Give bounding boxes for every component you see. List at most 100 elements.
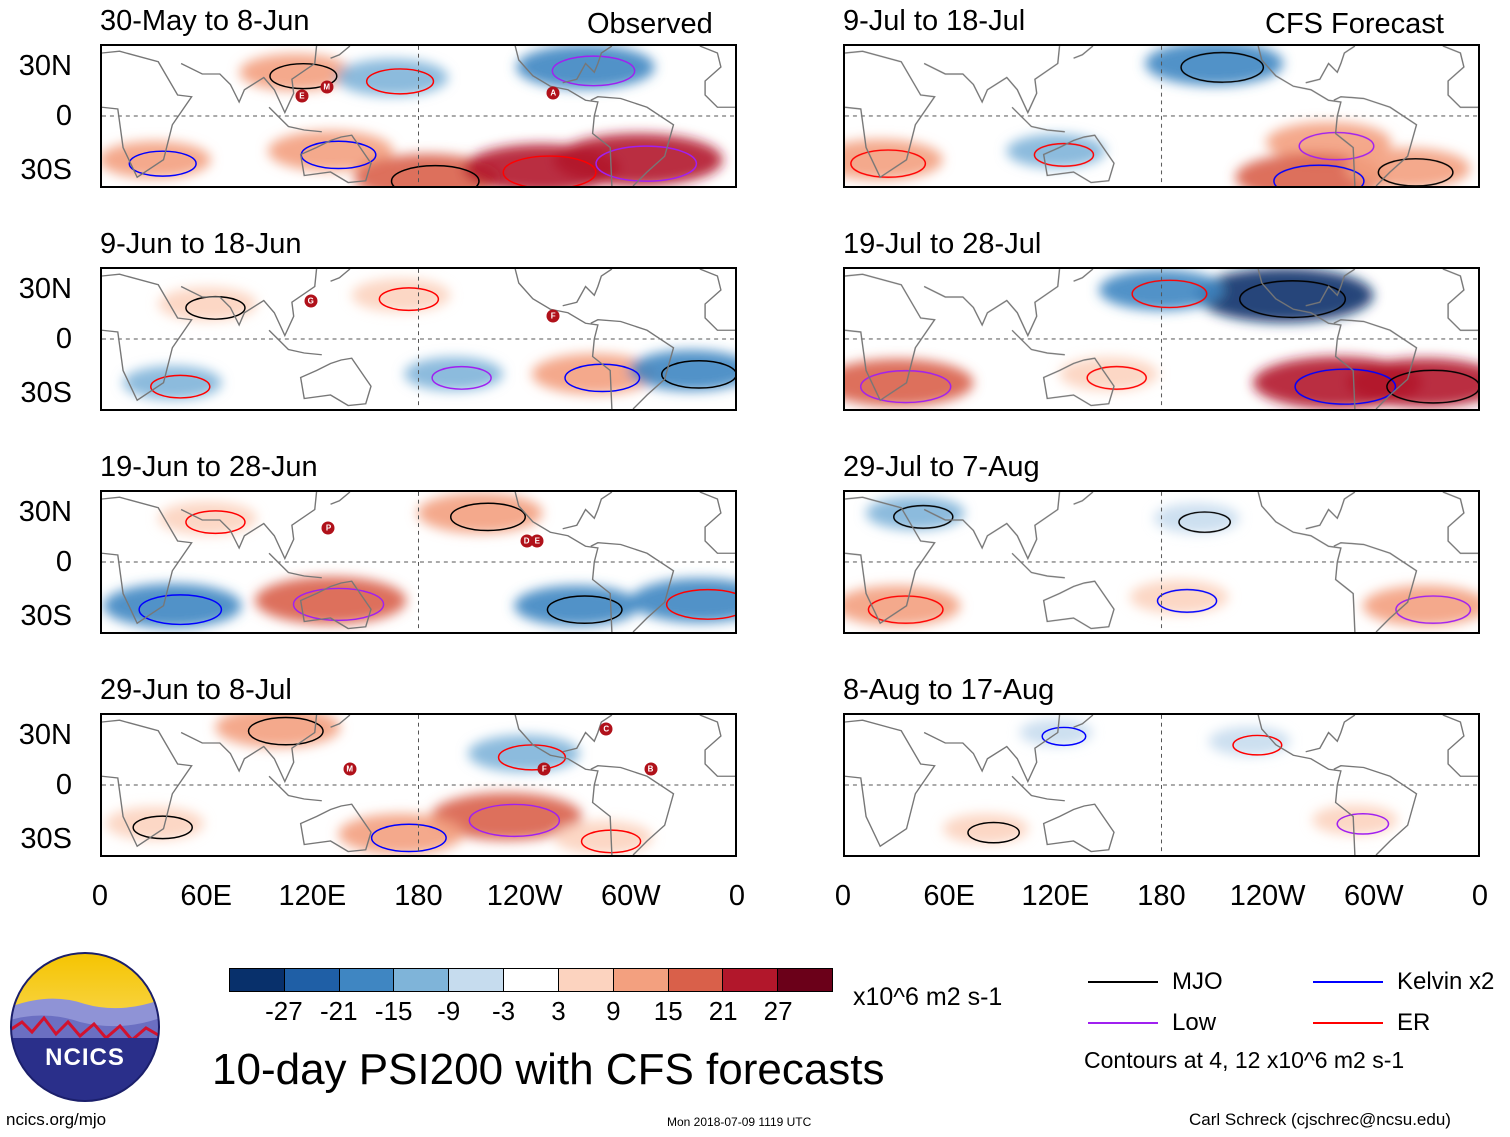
wave-contour xyxy=(390,164,480,186)
ncics-logo: NCICS xyxy=(10,952,160,1102)
lat-tick-label: 30S xyxy=(20,823,72,855)
tropical-cyclone-marker: M xyxy=(343,762,357,776)
anomaly-blob xyxy=(467,734,581,773)
anomaly-blob xyxy=(404,357,504,391)
map-svg xyxy=(845,715,1478,855)
colorbar-tick-label: 9 xyxy=(606,996,621,1026)
coastlines xyxy=(845,715,1478,855)
legend-low-line xyxy=(1088,1022,1158,1024)
lat-tick-label: 0 xyxy=(55,100,72,132)
wave-contour xyxy=(365,68,435,95)
wave-contour xyxy=(1131,279,1208,309)
lon-tick-label: 0 xyxy=(728,880,746,912)
legend-er: ER xyxy=(1313,1009,1430,1037)
tropical-cyclone-marker: F xyxy=(546,309,560,323)
wave-contour xyxy=(546,595,623,624)
map-svg xyxy=(102,492,735,632)
anomaly-blob xyxy=(845,139,943,181)
colorbar-swatch xyxy=(558,969,614,991)
colorbar-tick-label: -15 xyxy=(374,996,413,1026)
contour-note: Contours at 4, 12 x10^6 m2 s-1 xyxy=(1084,1047,1405,1073)
colorbar-swatch xyxy=(284,969,340,991)
colorbar-swatch xyxy=(778,969,832,991)
anomaly-field xyxy=(845,496,1478,627)
map-svg xyxy=(102,269,735,409)
colorbar-swatch xyxy=(504,969,559,991)
tropical-cyclone-marker: A xyxy=(546,86,560,100)
wave-contour xyxy=(292,587,385,622)
anomaly-blob xyxy=(1006,134,1106,168)
wave-contour xyxy=(1086,365,1147,390)
colorbar-tick-label: -27 xyxy=(265,996,303,1026)
colorbar-swatch xyxy=(339,969,395,991)
legend-er-line xyxy=(1313,1022,1383,1024)
colorbar-tick-label: 15 xyxy=(653,996,683,1026)
tropical-cyclone-marker: C xyxy=(599,722,613,736)
coastlines xyxy=(845,492,1478,632)
anomaly-blob xyxy=(553,820,653,855)
colorbar-tick-label: -3 xyxy=(491,996,516,1026)
wave-contour xyxy=(378,287,440,312)
wave-contour xyxy=(468,803,561,838)
tropical-cyclone-marker: M xyxy=(320,80,334,94)
lon-tick-label: 120E xyxy=(278,880,347,912)
map-svg xyxy=(845,492,1478,632)
lat-tick-label: 30N xyxy=(18,719,72,751)
colorbar-tick-label: -9 xyxy=(437,996,461,1026)
lat-tick-label: 0 xyxy=(55,323,72,355)
anomaly-blob xyxy=(1098,269,1225,311)
footer-url[interactable]: ncics.org/mjo xyxy=(6,1110,107,1129)
map-panel xyxy=(843,44,1480,188)
anomaly-blob xyxy=(338,813,464,855)
anomaly-blob xyxy=(1208,726,1291,756)
wave-contour xyxy=(449,502,527,532)
legend-er-label: ER xyxy=(1397,1009,1431,1036)
wave-contour xyxy=(247,716,324,746)
anomaly-blob xyxy=(845,358,974,407)
lat-tick-label: 30N xyxy=(18,50,72,82)
legend-mjo-line xyxy=(1088,981,1158,983)
colorbar-swatch xyxy=(723,969,779,991)
lon-tick-label: 60E xyxy=(180,880,232,912)
lon-tick-label: 0 xyxy=(834,880,852,912)
tropical-cyclone-marker: F xyxy=(537,762,551,776)
anomaly-blob xyxy=(351,278,451,313)
lon-tick-label: 60E xyxy=(923,880,975,912)
wave-contour xyxy=(595,145,698,182)
wave-contour xyxy=(1041,726,1087,747)
logo-text: NCICS xyxy=(45,1044,125,1071)
wave-contour xyxy=(1386,369,1478,404)
anomaly-field xyxy=(105,715,653,855)
wave-contour xyxy=(1033,142,1095,167)
wave-contour xyxy=(128,150,197,177)
ncics-logo-graphic xyxy=(10,952,160,1102)
anomaly-blob xyxy=(1265,121,1392,163)
panel-title: 29-Jun to 8-Jul xyxy=(100,674,292,706)
panel-title: 9-Jul to 18-Jul xyxy=(843,5,1026,37)
anomaly-blob xyxy=(845,585,961,627)
wave-contour xyxy=(1273,164,1365,186)
lat-tick-label: 30S xyxy=(20,377,72,409)
anomaly-blob xyxy=(102,141,211,179)
map-svg xyxy=(845,46,1478,186)
lat-tick-label: 30N xyxy=(18,496,72,528)
anomaly-blob xyxy=(1195,269,1374,323)
lon-tick-label: 0 xyxy=(91,880,109,912)
panel-title: 8-Aug to 17-Aug xyxy=(843,674,1055,706)
lat-tick-label: 0 xyxy=(55,769,72,801)
legend-kelvin-line xyxy=(1313,981,1383,983)
anomaly-blob xyxy=(1235,153,1387,186)
anomaly-blob xyxy=(1059,357,1159,391)
wave-contour xyxy=(1232,734,1283,756)
colorbar-tick-label: 27 xyxy=(763,996,793,1026)
panel-title: 19-Jun to 28-Jun xyxy=(100,451,318,483)
lon-tick-label: 120W xyxy=(1229,880,1306,912)
anomaly-blob xyxy=(254,576,407,625)
wave-contour xyxy=(551,55,636,87)
anomaly-blob xyxy=(514,585,640,627)
anomaly-blob xyxy=(516,46,655,90)
anomaly-blob xyxy=(158,287,257,321)
anomaly-blob xyxy=(1019,719,1093,746)
anomaly-blob xyxy=(158,501,257,536)
